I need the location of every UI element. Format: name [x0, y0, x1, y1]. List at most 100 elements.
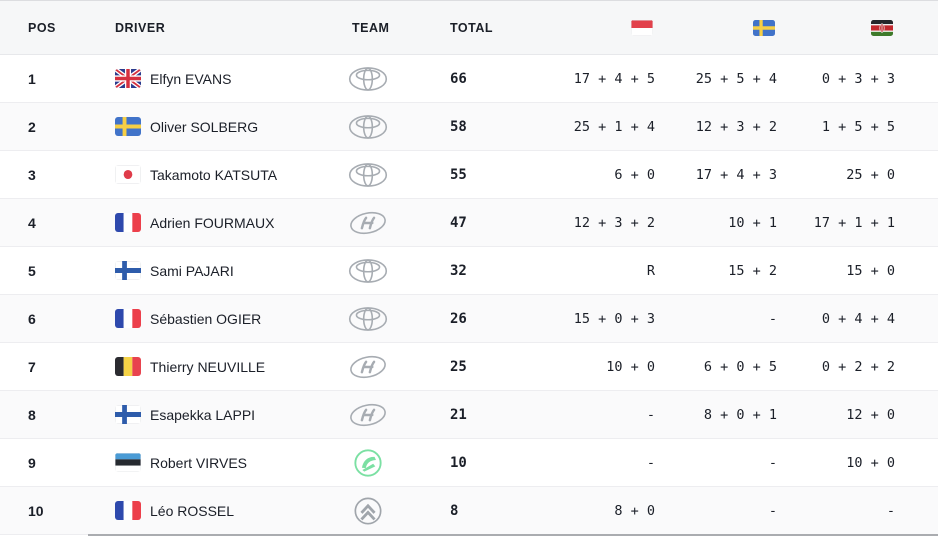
position: 7 — [28, 358, 36, 375]
skoda-logo — [345, 448, 391, 478]
column-header-rally-kenya — [777, 19, 938, 36]
driver-name: Esapekka LAPPI — [150, 406, 256, 423]
rally3-points: 15 + 0 — [846, 262, 895, 279]
rally2-points: 25 + 5 + 4 — [695, 70, 777, 87]
rally1-points: 15 + 0 + 3 — [573, 310, 655, 327]
belgium-flag — [115, 357, 141, 376]
column-header-pos: POS — [28, 20, 56, 35]
standings-row[interactable]: 6 Sébastien OGIER 26 15 + 0 + 3 - 0 + 4 … — [0, 295, 938, 343]
standings-row[interactable]: 8 Esapekka LAPPI 21 - 8 + 0 + 1 12 + 0 — [0, 391, 938, 439]
sweden-flag — [753, 19, 775, 36]
standings-row[interactable]: 10 Léo ROSSEL 8 8 + 0 - - — [0, 487, 938, 535]
standings-row[interactable]: 4 Adrien FOURMAUX 47 12 + 3 + 2 10 + 1 1… — [0, 199, 938, 247]
toyota-logo — [345, 112, 391, 142]
team-cell — [325, 304, 420, 334]
toyota-logo — [345, 64, 391, 94]
rally1-points: R — [646, 262, 655, 279]
table-header-row: POS DRIVER TEAM TOTAL — [0, 1, 938, 55]
team-cell — [325, 112, 420, 142]
total-points: 25 — [450, 358, 467, 375]
standings-row[interactable]: 3 Takamoto KATSUTA 55 6 + 0 17 + 4 + 3 2… — [0, 151, 938, 199]
total-points: 66 — [450, 70, 467, 87]
rally3-points: 12 + 0 — [846, 406, 895, 423]
driver-name: Léo ROSSEL — [150, 502, 235, 519]
rally3-points: 0 + 3 + 3 — [821, 70, 895, 87]
position: 4 — [28, 214, 36, 231]
rally1-points: 12 + 3 + 2 — [573, 214, 655, 231]
total-points: 58 — [450, 118, 467, 135]
hyundai-logo — [345, 352, 391, 382]
team-cell — [325, 256, 420, 286]
kenya-flag — [871, 19, 893, 36]
driver-name: Adrien FOURMAUX — [150, 214, 275, 231]
standings-row[interactable]: 5 Sami PAJARI 32 R 15 + 2 15 + 0 — [0, 247, 938, 295]
total-points: 8 — [450, 502, 459, 519]
driver-cell: Takamoto KATSUTA — [88, 165, 325, 184]
position: 8 — [28, 406, 36, 423]
driver-cell: Robert VIRVES — [88, 453, 325, 472]
toyota-logo — [345, 160, 391, 190]
standings-row[interactable]: 2 Oliver SOLBERG 58 25 + 1 + 4 12 + 3 + … — [0, 103, 938, 151]
driver-cell: Thierry NEUVILLE — [88, 357, 325, 376]
rally2-points: - — [768, 310, 777, 327]
position: 2 — [28, 118, 36, 135]
driver-cell: Esapekka LAPPI — [88, 405, 325, 424]
driver-name: Oliver SOLBERG — [150, 118, 259, 135]
toyota-logo — [345, 304, 391, 334]
driver-cell: Elfyn EVANS — [88, 69, 325, 88]
sweden-flag — [115, 117, 141, 136]
team-cell — [325, 496, 420, 526]
driver-cell: Léo ROSSEL — [88, 501, 325, 520]
driver-name: Sami PAJARI — [150, 262, 234, 279]
rally1-points: 8 + 0 — [614, 502, 655, 519]
position: 10 — [28, 502, 44, 519]
team-cell — [325, 64, 420, 94]
france-flag — [115, 501, 141, 520]
japan-flag — [115, 165, 141, 184]
driver-name: Robert VIRVES — [150, 454, 248, 471]
finland-flag — [115, 405, 141, 424]
column-header-rally-monte-carlo — [505, 19, 655, 36]
driver-name: Elfyn EVANS — [150, 70, 232, 87]
total-points: 32 — [450, 262, 467, 279]
total-points: 55 — [450, 166, 467, 183]
team-cell — [325, 448, 420, 478]
team-cell — [325, 400, 420, 430]
rally3-points: 10 + 0 — [846, 454, 895, 471]
toyota-logo — [345, 256, 391, 286]
rally2-points: - — [768, 454, 777, 471]
rally2-points: 8 + 0 + 1 — [703, 406, 777, 423]
rally1-points: 10 + 0 — [606, 358, 655, 375]
rally3-points: 1 + 5 + 5 — [821, 118, 895, 135]
rally3-points: - — [886, 502, 895, 519]
hyundai-logo — [345, 400, 391, 430]
rally2-points: 6 + 0 + 5 — [703, 358, 777, 375]
driver-cell: Sami PAJARI — [88, 261, 325, 280]
total-points: 47 — [450, 214, 467, 231]
position: 3 — [28, 166, 36, 183]
total-points: 21 — [450, 406, 467, 423]
column-header-team: TEAM — [352, 20, 390, 35]
position: 6 — [28, 310, 36, 327]
estonia-flag — [115, 453, 141, 472]
rally1-points: 25 + 1 + 4 — [573, 118, 655, 135]
total-points: 26 — [450, 310, 467, 327]
position: 9 — [28, 454, 36, 471]
column-header-total: TOTAL — [450, 20, 494, 35]
total-points: 10 — [450, 454, 467, 471]
standings-row[interactable]: 7 Thierry NEUVILLE 25 10 + 0 6 + 0 + 5 0… — [0, 343, 938, 391]
rally3-points: 17 + 1 + 1 — [813, 214, 895, 231]
standings-row[interactable]: 1 Elfyn EVANS 66 17 + 4 + 5 25 + 5 + 4 0… — [0, 55, 938, 103]
standings-row[interactable]: 9 Robert VIRVES 10 - - 10 + 0 — [0, 439, 938, 487]
rally1-points: 17 + 4 + 5 — [573, 70, 655, 87]
position: 1 — [28, 70, 36, 87]
column-header-rally-sweden — [655, 19, 777, 36]
rally2-points: 15 + 2 — [728, 262, 777, 279]
team-cell — [325, 352, 420, 382]
rally3-points: 25 + 0 — [846, 166, 895, 183]
hyundai-logo — [345, 208, 391, 238]
column-header-driver: DRIVER — [115, 20, 166, 35]
bottom-section-divider — [88, 534, 938, 536]
driver-name: Thierry NEUVILLE — [150, 358, 266, 375]
